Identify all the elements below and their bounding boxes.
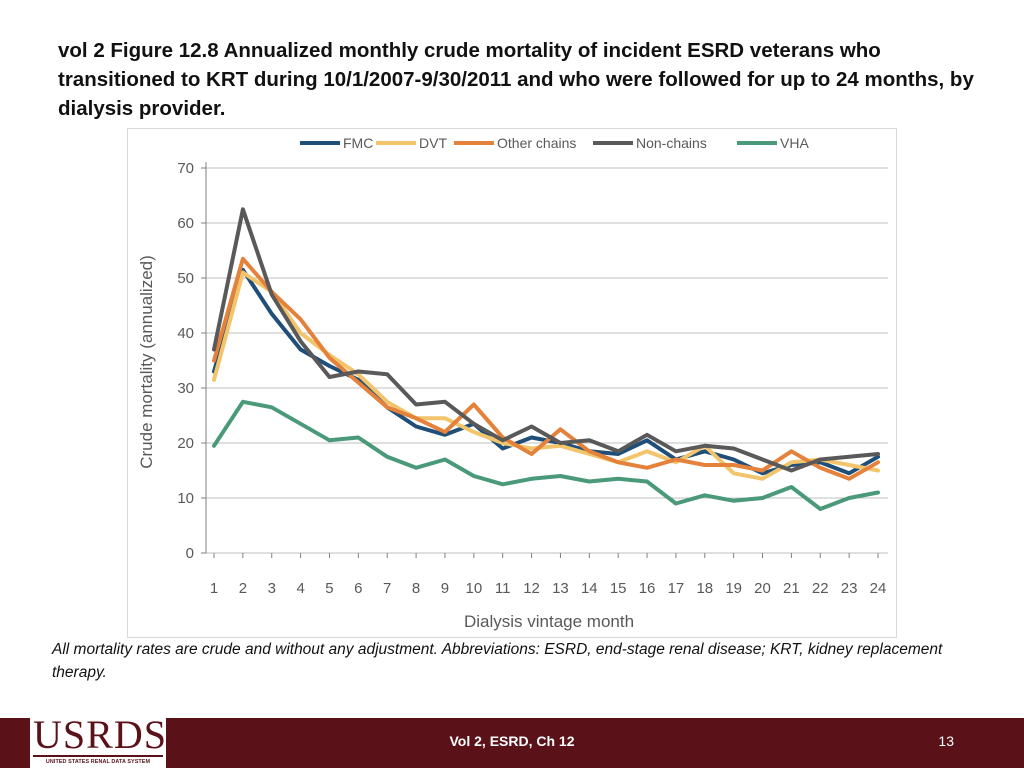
y-tick-label: 20 <box>177 435 194 452</box>
x-tick-label: 9 <box>441 580 449 597</box>
legend-item-dvt: DVT <box>376 135 447 151</box>
legend-item-other-chains: Other chains <box>454 135 576 151</box>
footnote: All mortality rates are crude and withou… <box>52 641 943 681</box>
x-tick-label: 18 <box>696 580 713 597</box>
series-lines <box>212 207 880 511</box>
x-tick-label: 14 <box>581 580 598 597</box>
x-tick-label: 22 <box>812 580 829 597</box>
x-tick-label: 7 <box>383 580 391 597</box>
x-tick-label: 17 <box>668 580 685 597</box>
x-tick-label: 10 <box>465 580 482 597</box>
x-tick-label: 16 <box>639 580 656 597</box>
usrds-logo: USRDS UNITED STATES RENAL DATA SYSTEM <box>30 712 166 768</box>
y-tick-label: 40 <box>177 325 194 342</box>
x-tick-label: 5 <box>325 580 333 597</box>
series-line-vha <box>212 399 880 511</box>
footer-label: Vol 2, ESRD, Ch 12 <box>449 733 575 749</box>
y-tick-label: 10 <box>177 490 194 507</box>
y-tick-label: 0 <box>186 545 194 562</box>
page-number: 13 <box>938 733 954 749</box>
x-tick-label: 8 <box>412 580 420 597</box>
legend-label: Other chains <box>497 135 576 151</box>
x-tick-label: 21 <box>783 580 800 597</box>
x-tick-label: 3 <box>268 580 276 597</box>
x-tick-label: 24 <box>870 580 887 597</box>
y-tick-label: 70 <box>177 160 194 177</box>
x-tick-label: 19 <box>725 580 742 597</box>
x-axis-title: Dialysis vintage month <box>464 612 634 631</box>
footer-bar: Vol 2, ESRD, Ch 12 13 <box>0 718 1024 768</box>
legend-label: DVT <box>419 135 447 151</box>
legend-item-vha: VHA <box>737 135 809 151</box>
x-tick-label: 23 <box>841 580 858 597</box>
slide-title: vol 2 Figure 12.8 Annualized monthly cru… <box>58 39 974 120</box>
series-line-dvt <box>212 270 880 481</box>
legend-item-fmc: FMC <box>300 135 373 151</box>
y-tick-label: 60 <box>177 215 194 232</box>
y-axis-title: Crude mortality (annualized) <box>137 255 156 469</box>
gridlines <box>206 167 888 554</box>
x-tick-label: 2 <box>239 580 247 597</box>
x-tick-label: 6 <box>354 580 362 597</box>
x-tick-label: 1 <box>210 580 218 597</box>
x-tick-label: 20 <box>754 580 771 597</box>
series-line-other-chains <box>212 256 880 481</box>
y-tick-label: 50 <box>177 270 194 287</box>
legend: FMC DVT Other chains Non-chains VHA <box>300 135 809 151</box>
legend-label: VHA <box>780 135 809 151</box>
x-tick-label: 11 <box>495 580 511 597</box>
legend-item-non-chains: Non-chains <box>593 135 707 151</box>
x-tick-label: 13 <box>552 580 569 597</box>
x-tick-label: 4 <box>296 580 304 597</box>
x-tick-label: 12 <box>523 580 540 597</box>
y-tick-label: 30 <box>177 380 194 397</box>
legend-label: Non-chains <box>636 135 707 151</box>
x-tick-label: 15 <box>610 580 627 597</box>
legend-label: FMC <box>343 135 373 151</box>
logo-wordmark: USRDS <box>33 712 167 757</box>
logo-rule <box>33 755 163 757</box>
series-line-non-chains <box>212 207 880 473</box>
chart-frame: 0 10 20 30 40 50 60 70 1 2 3 4 5 6 7 8 9 10 11 12 13 14 15 16 17… <box>127 128 897 638</box>
logo-subtext: UNITED STATES RENAL DATA SYSTEM <box>45 759 151 765</box>
